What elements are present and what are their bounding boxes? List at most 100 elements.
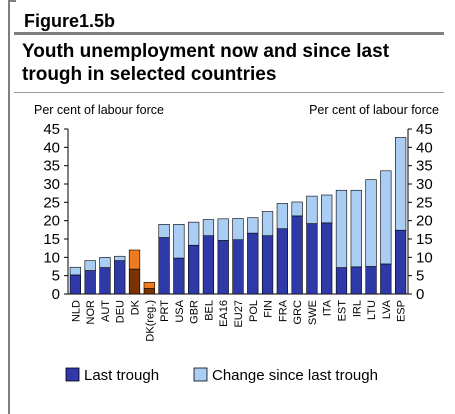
y-tick-label-left: 35 bbox=[43, 158, 60, 175]
title-divider bbox=[14, 92, 444, 93]
category-label: GRC bbox=[292, 300, 304, 325]
y-tick-label-right: 15 bbox=[416, 231, 433, 248]
category-label: SWE bbox=[307, 300, 319, 325]
bar-change-since-trough bbox=[173, 224, 185, 259]
bar-change-since-trough bbox=[188, 221, 200, 246]
category-label: IRL bbox=[351, 300, 363, 317]
bar-last-trough bbox=[188, 244, 200, 295]
category-label: LTU bbox=[366, 300, 378, 320]
y-tick-label-right: 30 bbox=[416, 176, 433, 193]
bar-last-trough bbox=[306, 223, 318, 295]
bar-last-trough bbox=[394, 229, 407, 295]
y-tick-label-left: 5 bbox=[52, 268, 60, 285]
bar-last-trough bbox=[99, 267, 111, 295]
bar-change-since-trough bbox=[84, 260, 96, 271]
category-label: EU27 bbox=[233, 300, 245, 328]
bar-last-trough bbox=[321, 222, 333, 295]
y-tick-label-left: 15 bbox=[43, 231, 60, 248]
bar-last-trough bbox=[276, 228, 288, 295]
category-label: GBR bbox=[189, 300, 201, 324]
bar-last-trough bbox=[261, 235, 274, 295]
y-tick-label-right: 40 bbox=[416, 139, 433, 156]
bar-change-since-trough bbox=[158, 224, 170, 238]
bar-last-trough bbox=[247, 232, 259, 295]
bar-change-since-trough bbox=[276, 203, 288, 230]
y-tick-label-right: 0 bbox=[416, 286, 424, 303]
bar-change-since-trough bbox=[380, 170, 392, 265]
y-tick-label-left: 30 bbox=[43, 176, 60, 193]
bar-change-since-trough bbox=[202, 219, 215, 236]
y-tick-label-right: 10 bbox=[416, 249, 433, 266]
category-labels-group: NLD NOR AUT DEU DK DK(reg.) PRT USA GBR BEL EA16 EU… bbox=[70, 299, 407, 341]
legend-swatch-last-trough bbox=[65, 367, 80, 382]
figure-label-rule bbox=[14, 32, 444, 35]
bar-last-trough bbox=[128, 268, 141, 295]
y-tick-label-right: 45 bbox=[416, 121, 433, 138]
bar-change-since-trough bbox=[365, 179, 377, 267]
bar-last-trough bbox=[84, 270, 96, 295]
category-label: BEL bbox=[203, 300, 215, 321]
legend-swatch-change bbox=[193, 367, 208, 382]
chart-title: Youth unemployment now and since last tr… bbox=[22, 41, 390, 85]
category-label: FRA bbox=[277, 299, 289, 322]
y-axis-label-left: Per cent of labour force bbox=[34, 103, 164, 117]
bar-last-trough bbox=[232, 239, 244, 295]
y-tick-label-right: 5 bbox=[416, 268, 424, 285]
category-label: DK(reg.) bbox=[144, 300, 156, 342]
y-axis-label-right: Per cent of labour force bbox=[309, 103, 439, 117]
bar-last-trough bbox=[143, 288, 155, 295]
y-tick-label-left: 20 bbox=[43, 213, 60, 230]
legend: Last trough Change since last trough bbox=[65, 367, 378, 384]
bar-last-trough bbox=[365, 266, 377, 295]
y-tick-label-right: 25 bbox=[416, 194, 433, 211]
y-tick-label-right: 20 bbox=[416, 213, 433, 230]
bar-change-since-trough bbox=[217, 218, 229, 241]
category-label: EST bbox=[336, 300, 348, 322]
bar-change-since-trough bbox=[128, 249, 141, 270]
y-tick-label-left: 45 bbox=[43, 121, 60, 138]
category-label: POL bbox=[248, 300, 260, 322]
category-label: LVA bbox=[381, 299, 393, 319]
y-tick-label-right: 35 bbox=[416, 158, 433, 175]
bar-last-trough bbox=[158, 237, 170, 295]
y-tick-label-left: 25 bbox=[43, 194, 60, 211]
frame-top-rule bbox=[8, 0, 16, 2]
category-label: FIN bbox=[263, 300, 275, 318]
bar-last-trough bbox=[291, 215, 303, 295]
bar-change-since-trough bbox=[291, 201, 303, 217]
category-label: PRT bbox=[159, 300, 171, 322]
bar-change-since-trough bbox=[143, 281, 155, 289]
bar-change-since-trough bbox=[69, 266, 82, 276]
bar-last-trough bbox=[202, 235, 215, 295]
bar-change-since-trough bbox=[306, 195, 318, 224]
bar-last-trough bbox=[69, 274, 82, 295]
category-label: AUT bbox=[100, 300, 112, 322]
bar-last-trough bbox=[350, 266, 362, 295]
category-label: DEU bbox=[115, 300, 127, 323]
legend-label-change: Change since last trough bbox=[212, 367, 378, 384]
bar-change-since-trough bbox=[350, 189, 362, 268]
bar-change-since-trough bbox=[99, 257, 111, 268]
y-tick-label-left: 10 bbox=[43, 249, 60, 266]
bar-last-trough bbox=[217, 240, 229, 295]
category-label: NOR bbox=[85, 300, 97, 325]
y-tick-label-left: 0 bbox=[52, 286, 60, 303]
bar-change-since-trough bbox=[261, 211, 274, 237]
category-label: ITA bbox=[322, 299, 334, 316]
bar-change-since-trough bbox=[335, 189, 348, 268]
bars-group bbox=[69, 137, 407, 295]
bar-change-since-trough bbox=[247, 217, 259, 234]
bar-change-since-trough bbox=[394, 137, 407, 231]
bar-last-trough bbox=[114, 260, 126, 295]
legend-label-last-trough: Last trough bbox=[84, 367, 159, 384]
bar-last-trough bbox=[335, 267, 348, 295]
bar-change-since-trough bbox=[114, 255, 126, 261]
category-label: USA bbox=[174, 299, 186, 322]
frame-left-rule bbox=[8, 0, 10, 414]
category-label: NLD bbox=[70, 300, 82, 322]
category-label: EA16 bbox=[218, 300, 230, 327]
bar-change-since-trough bbox=[321, 194, 333, 224]
category-label: DK bbox=[130, 299, 142, 315]
bar-last-trough bbox=[380, 263, 392, 295]
